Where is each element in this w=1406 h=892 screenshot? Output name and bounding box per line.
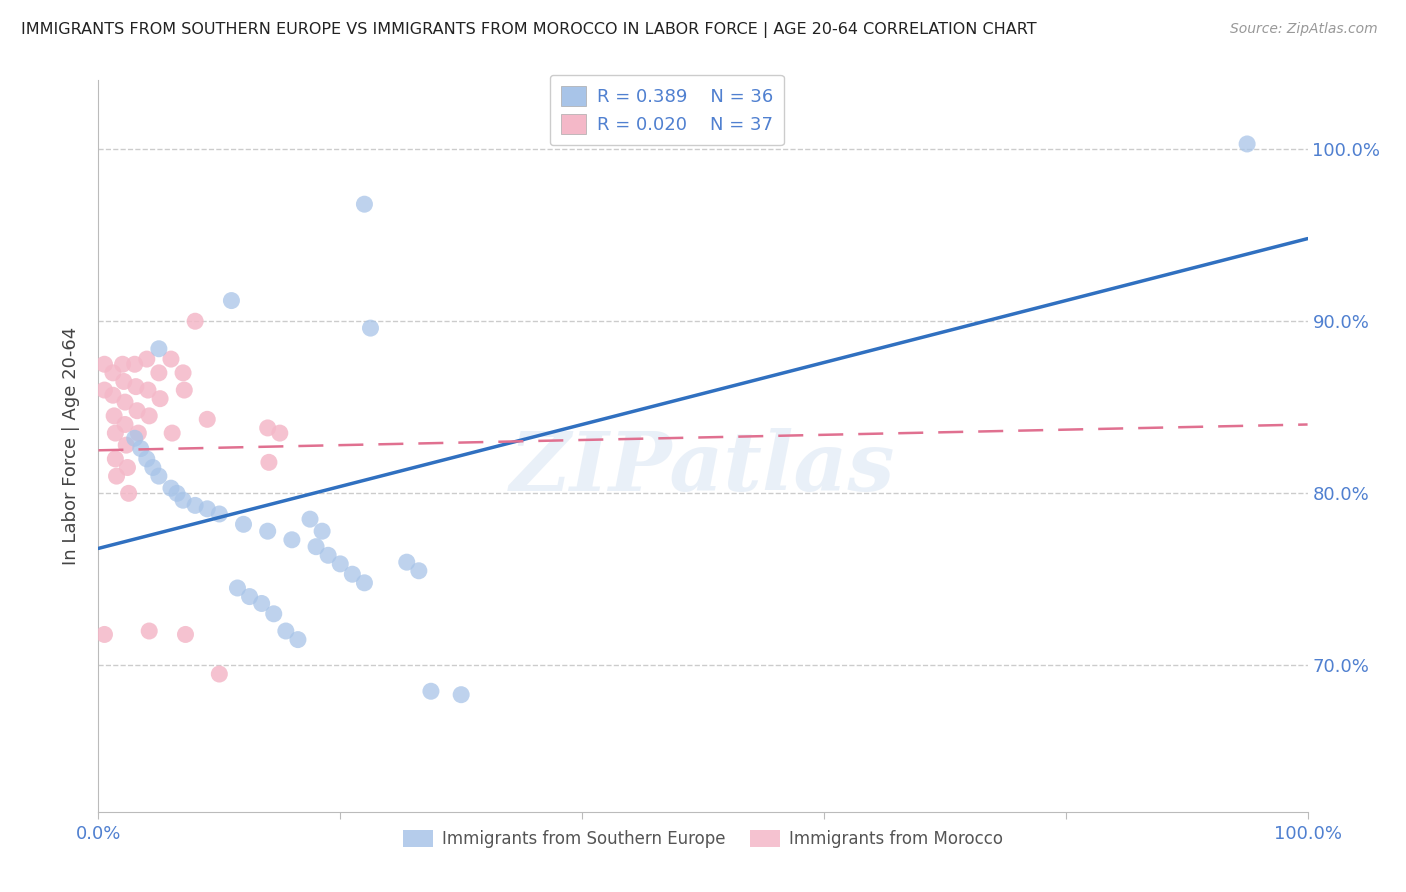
Point bbox=[316, 549, 339, 563]
Point bbox=[353, 575, 375, 590]
Point bbox=[208, 667, 231, 681]
Point bbox=[103, 409, 125, 423]
Point bbox=[174, 627, 197, 641]
Point bbox=[118, 486, 141, 500]
Text: 100.0%: 100.0% bbox=[1274, 825, 1341, 844]
Legend: Immigrants from Southern Europe, Immigrants from Morocco: Immigrants from Southern Europe, Immigra… bbox=[396, 823, 1010, 855]
Point bbox=[93, 383, 115, 397]
Point bbox=[172, 493, 194, 508]
Point bbox=[111, 357, 134, 371]
Point bbox=[124, 357, 146, 371]
Point bbox=[148, 342, 170, 356]
Point bbox=[93, 357, 115, 371]
Point bbox=[226, 581, 249, 595]
Point bbox=[342, 567, 364, 582]
Point bbox=[329, 557, 352, 571]
Point bbox=[135, 352, 157, 367]
Point bbox=[256, 524, 278, 539]
Point bbox=[195, 412, 218, 426]
Point bbox=[232, 517, 254, 532]
Point bbox=[269, 426, 291, 441]
Point bbox=[138, 409, 160, 423]
Point bbox=[142, 460, 165, 475]
Point bbox=[148, 469, 170, 483]
Point bbox=[221, 293, 243, 308]
Point bbox=[195, 501, 218, 516]
Point bbox=[135, 451, 157, 466]
Point bbox=[114, 417, 136, 432]
Point bbox=[115, 438, 138, 452]
Point bbox=[127, 426, 149, 441]
Point bbox=[129, 442, 152, 456]
Point bbox=[274, 624, 297, 638]
Point bbox=[450, 688, 472, 702]
Point bbox=[287, 632, 309, 647]
Text: 0.0%: 0.0% bbox=[76, 825, 121, 844]
Point bbox=[239, 590, 262, 604]
Point bbox=[250, 597, 273, 611]
Point bbox=[117, 460, 139, 475]
Point bbox=[408, 564, 430, 578]
Y-axis label: In Labor Force | Age 20-64: In Labor Force | Age 20-64 bbox=[62, 326, 80, 566]
Text: Source: ZipAtlas.com: Source: ZipAtlas.com bbox=[1230, 22, 1378, 37]
Point bbox=[263, 607, 285, 621]
Point bbox=[305, 540, 328, 554]
Point bbox=[256, 421, 278, 435]
Text: ZIPatlas: ZIPatlas bbox=[510, 428, 896, 508]
Point bbox=[160, 426, 183, 441]
Point bbox=[257, 455, 280, 469]
Point bbox=[160, 481, 183, 495]
Point bbox=[136, 383, 159, 397]
Point bbox=[160, 352, 183, 367]
Point bbox=[93, 627, 115, 641]
Point bbox=[299, 512, 322, 526]
Point bbox=[172, 366, 194, 380]
Point bbox=[125, 379, 148, 393]
Point bbox=[101, 366, 124, 380]
Point bbox=[114, 395, 136, 409]
Point bbox=[360, 321, 382, 335]
Point bbox=[311, 524, 333, 539]
Point bbox=[138, 624, 160, 638]
Point bbox=[166, 486, 188, 500]
Point bbox=[395, 555, 418, 569]
Point bbox=[281, 533, 304, 547]
Point bbox=[173, 383, 195, 397]
Point bbox=[353, 197, 375, 211]
Point bbox=[149, 392, 172, 406]
Point bbox=[1236, 136, 1258, 151]
Point bbox=[127, 403, 149, 417]
Point bbox=[184, 314, 207, 328]
Point bbox=[148, 366, 170, 380]
Point bbox=[105, 469, 128, 483]
Point bbox=[124, 431, 146, 445]
Point bbox=[208, 507, 231, 521]
Point bbox=[420, 684, 443, 698]
Point bbox=[101, 388, 124, 402]
Point bbox=[104, 426, 127, 441]
Text: IMMIGRANTS FROM SOUTHERN EUROPE VS IMMIGRANTS FROM MOROCCO IN LABOR FORCE | AGE : IMMIGRANTS FROM SOUTHERN EUROPE VS IMMIG… bbox=[21, 22, 1036, 38]
Point bbox=[104, 451, 127, 466]
Point bbox=[112, 375, 135, 389]
Point bbox=[184, 499, 207, 513]
